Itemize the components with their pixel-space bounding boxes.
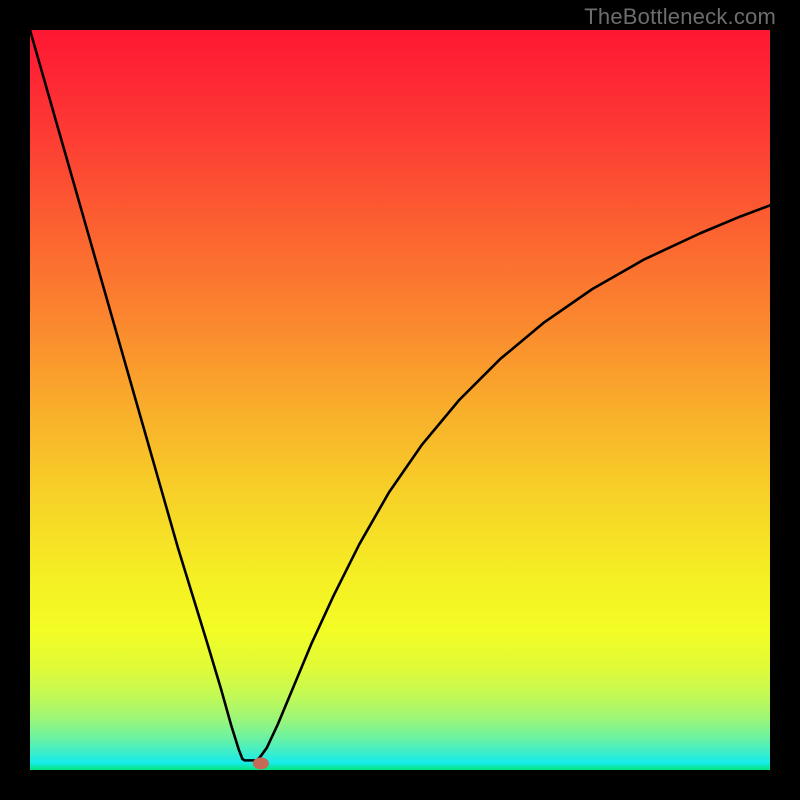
plot-background (30, 30, 770, 770)
watermark-text: TheBottleneck.com (584, 4, 776, 30)
chart-frame: TheBottleneck.com (0, 0, 800, 800)
bottleneck-chart (0, 0, 800, 800)
optimum-point-marker (253, 757, 269, 769)
